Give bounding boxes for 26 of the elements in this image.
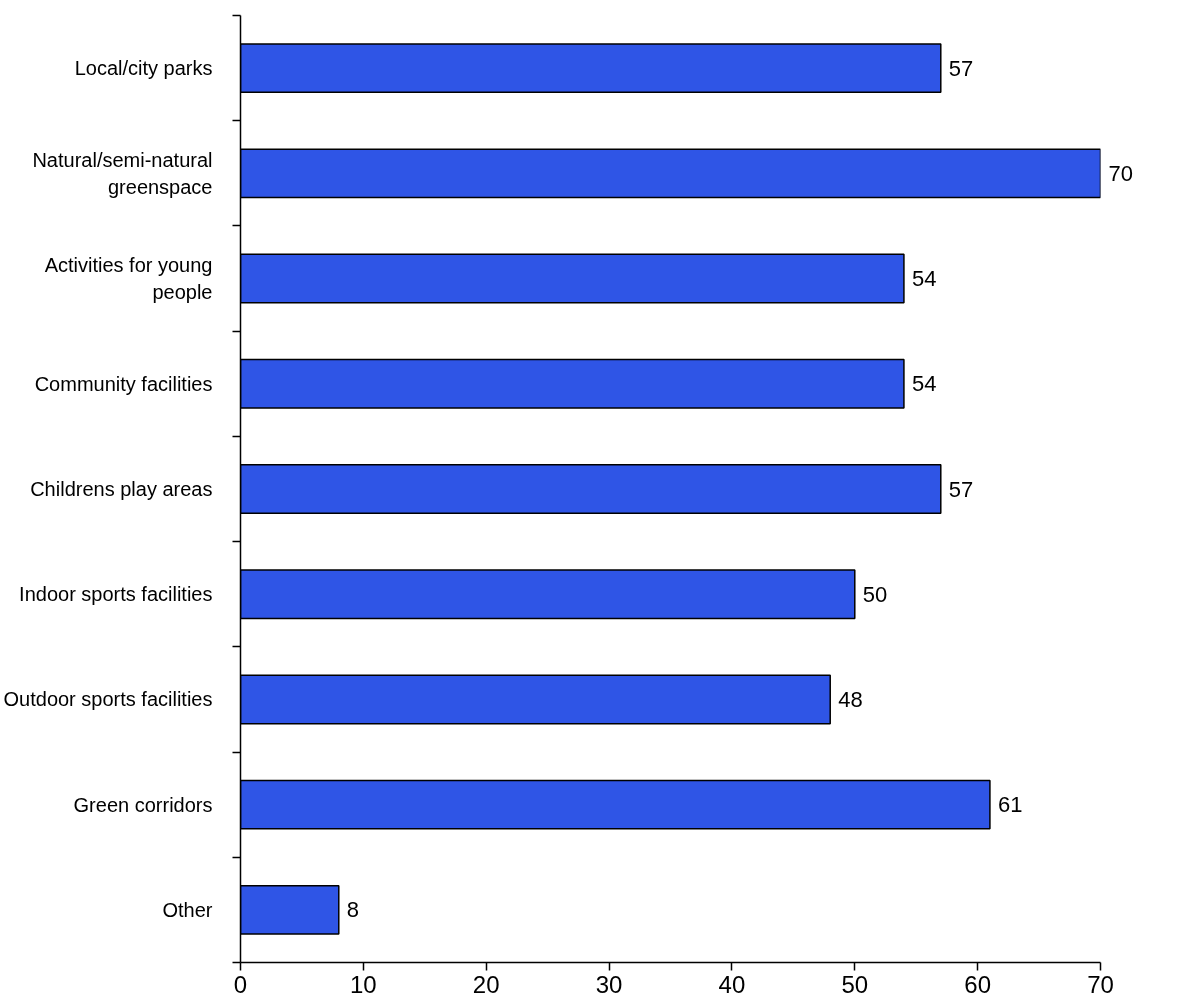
data-label: 61: [997, 792, 1023, 818]
data-label: 70: [1108, 160, 1133, 186]
x-tick-label: 50: [841, 970, 869, 998]
data-label: 54: [911, 266, 937, 292]
x-tick-label: 30: [595, 970, 623, 998]
data-label: 54: [911, 371, 937, 397]
data-label: 48: [838, 686, 863, 712]
x-tick-label: 40: [718, 970, 746, 998]
x-tick-label: 0: [233, 970, 248, 998]
y-tick-label: Green corridors: [73, 793, 213, 816]
data-label: 50: [862, 581, 888, 607]
data-label: 8: [346, 897, 360, 923]
y-tick-label: Other: [162, 898, 213, 921]
y-tick-label: Indoor sports facilities: [19, 583, 213, 606]
data-label: 57: [948, 55, 974, 81]
y-tick-label: Natural/semi-natural greenspace: [32, 149, 213, 198]
x-tick-label: 10: [350, 970, 377, 998]
x-tick-label: 20: [472, 970, 500, 998]
y-tick-label: Childrens play areas: [30, 478, 213, 500]
y-tick-label: Outdoor sports facilities: [3, 688, 213, 711]
x-tick-label: 60: [964, 970, 991, 998]
y-tick-label: Community facilities: [34, 372, 213, 395]
y-tick-label: Activities for young people: [44, 254, 213, 303]
x-tick-label: 70: [1087, 970, 1114, 998]
y-tick-label: Local/city parks: [74, 57, 213, 80]
data-label: 57: [948, 476, 974, 502]
